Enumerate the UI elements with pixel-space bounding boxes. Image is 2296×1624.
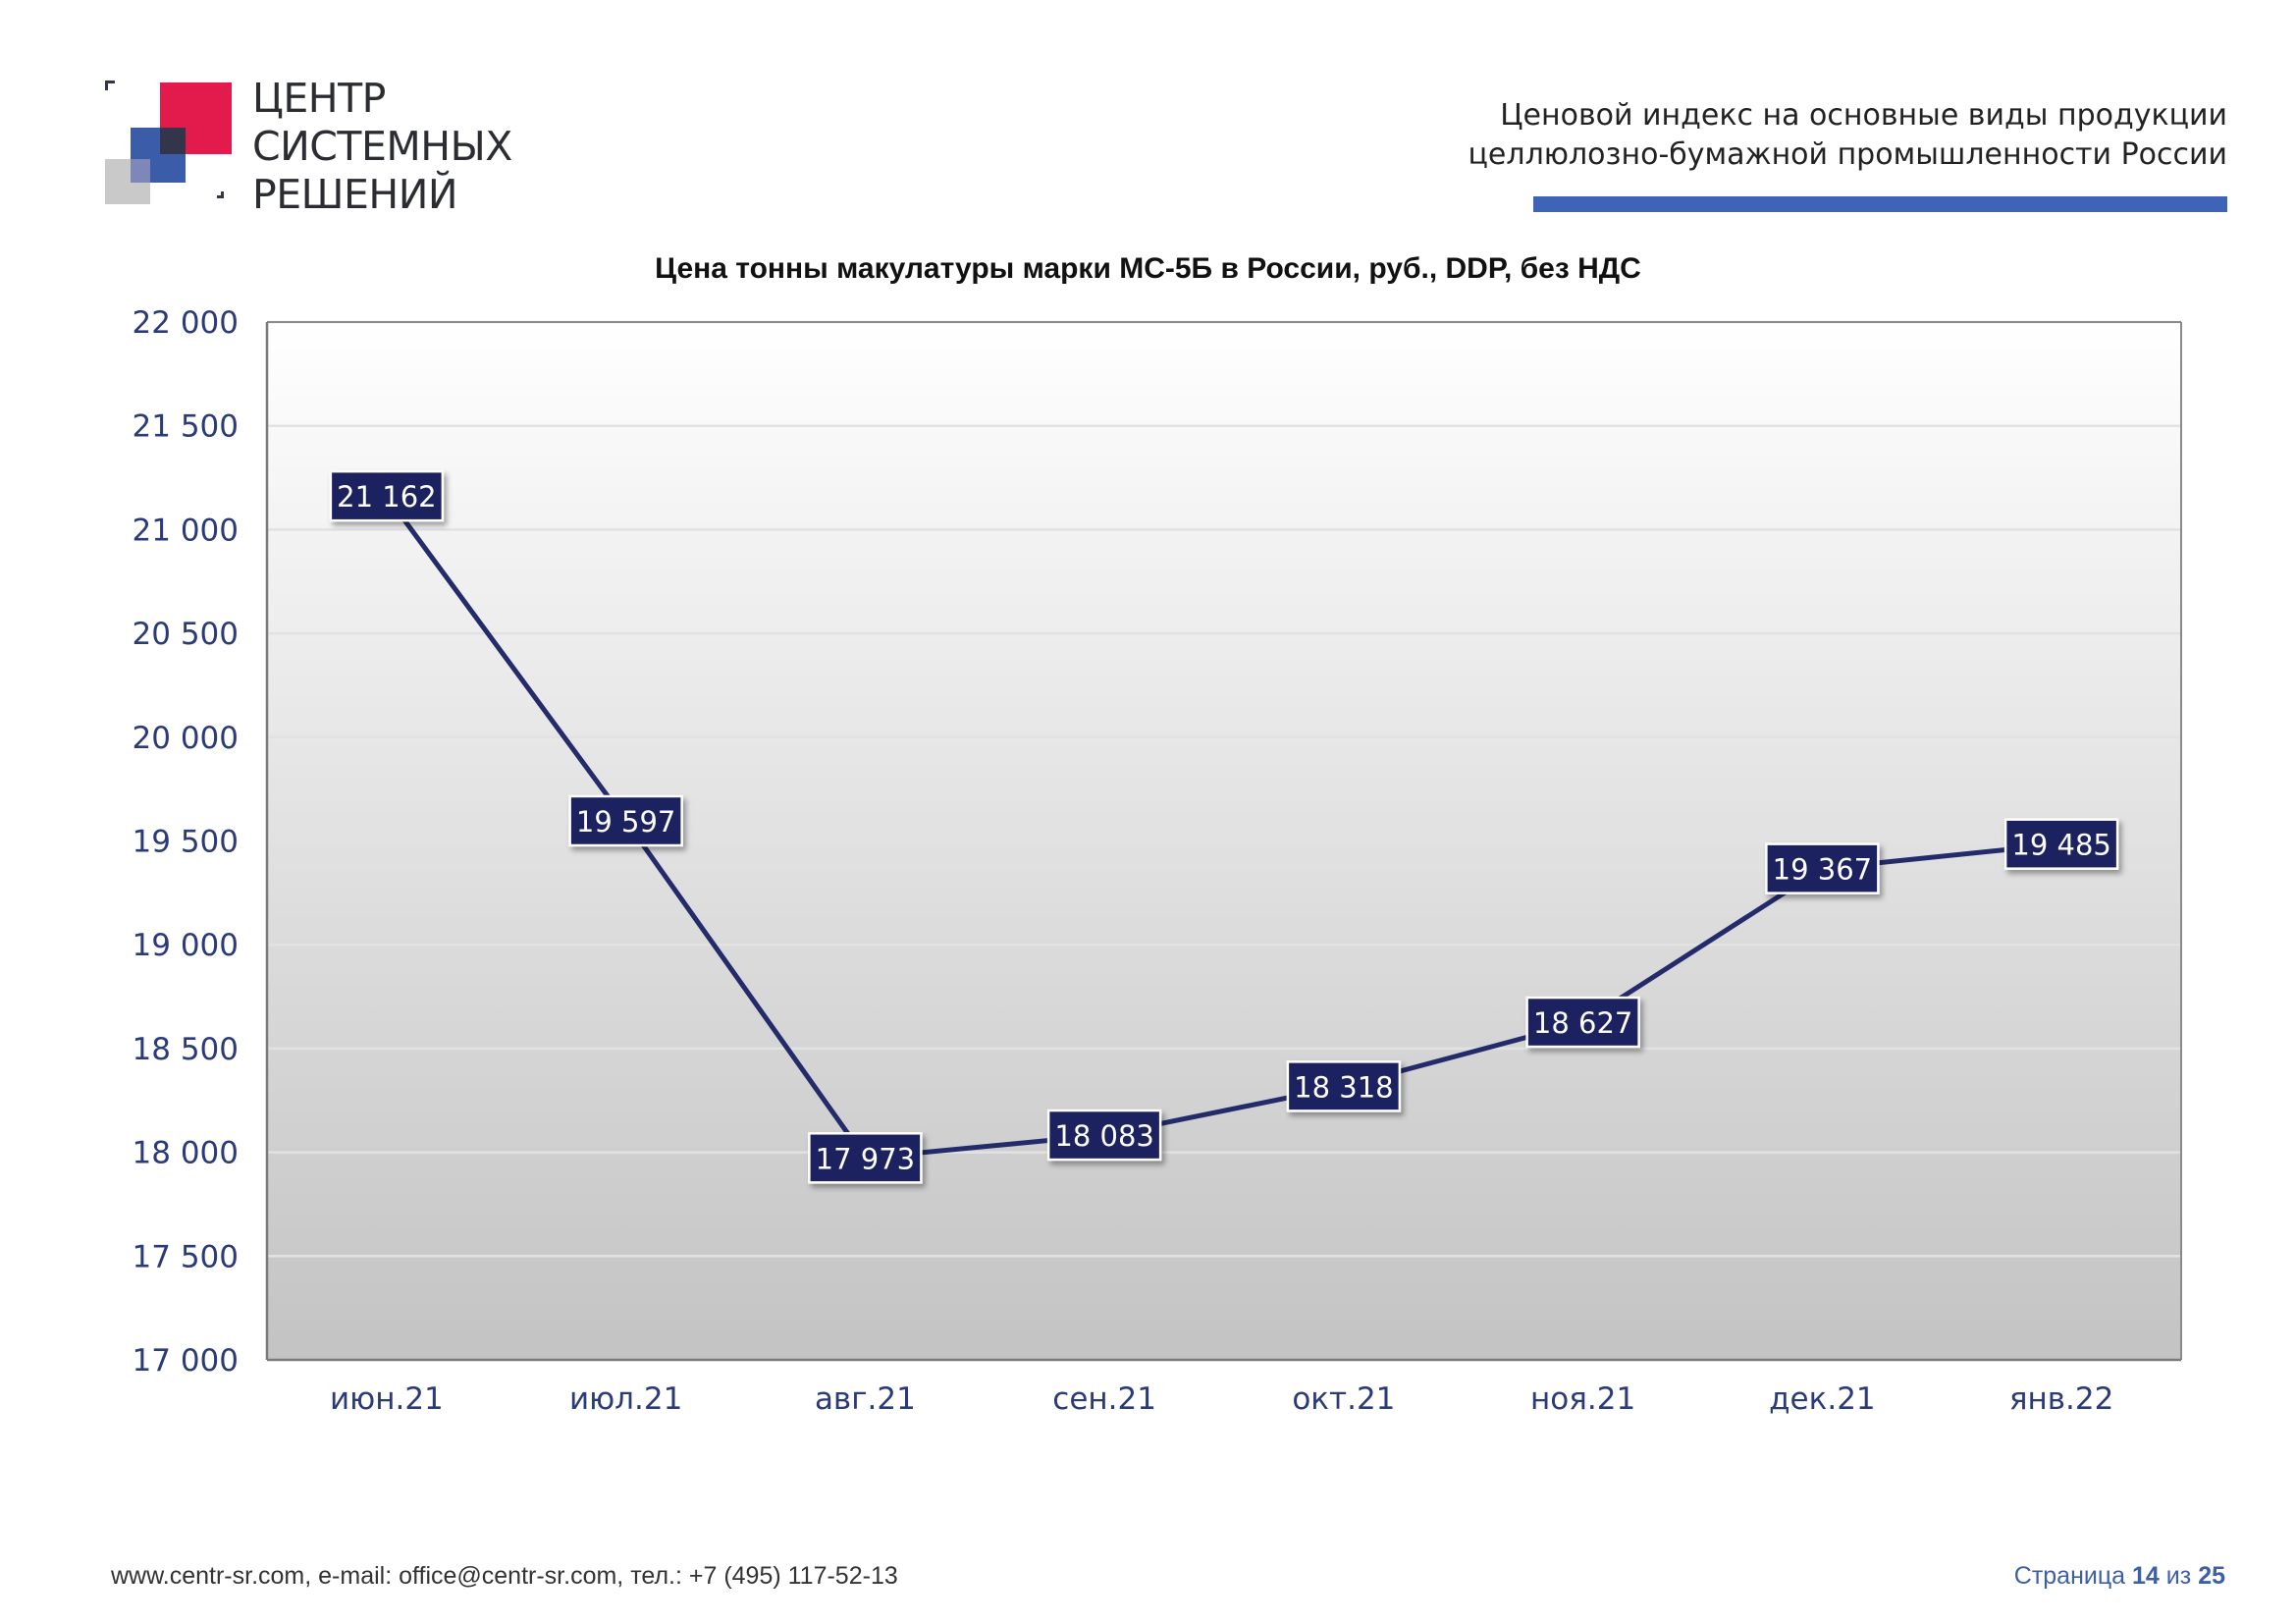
data-label: 19 597 bbox=[568, 794, 683, 847]
y-tick-label: 21 000 bbox=[133, 513, 239, 548]
page-total: 25 bbox=[2198, 1562, 2225, 1590]
x-tick-label: июл.21 bbox=[569, 1381, 682, 1417]
y-tick-label: 17 000 bbox=[133, 1343, 239, 1379]
data-label: 19 485 bbox=[2003, 818, 2119, 870]
x-tick-label: сен.21 bbox=[1052, 1381, 1156, 1417]
data-label-box bbox=[1046, 1109, 1162, 1162]
logo-mark-icon bbox=[105, 81, 232, 204]
page-separator: из bbox=[2165, 1562, 2192, 1590]
chart-title: Цена тонны макулатуры марки МС-5Б в Росс… bbox=[655, 252, 1641, 285]
x-tick-label: ноя.21 bbox=[1530, 1381, 1635, 1417]
page-prefix: Страница bbox=[2013, 1562, 2126, 1590]
data-label-text: 18 627 bbox=[1533, 1006, 1632, 1040]
data-label-box bbox=[568, 794, 683, 847]
data-label-box bbox=[2003, 818, 2119, 870]
data-label: 18 318 bbox=[1286, 1060, 1402, 1112]
data-label-box bbox=[1525, 996, 1640, 1049]
data-label-box bbox=[329, 469, 445, 522]
x-tick-label: авг.21 bbox=[815, 1381, 916, 1417]
axes: 17 000 17 500 18 000 18 500 19 000 19 500 20 0… bbox=[133, 305, 2182, 1417]
data-label: 17 973 bbox=[808, 1132, 923, 1184]
y-tick-label: 20 500 bbox=[133, 617, 239, 652]
document-title-line-1: Ценовой индекс на основные виды продукци… bbox=[1500, 98, 2227, 133]
header-accent-bar bbox=[1533, 196, 2227, 212]
x-tick-label: окт.21 bbox=[1292, 1381, 1395, 1417]
logo-line-1: ЦЕНТР bbox=[252, 75, 386, 122]
y-tick-label: 22 000 bbox=[133, 305, 239, 341]
x-tick-label: янв.22 bbox=[2009, 1381, 2114, 1417]
data-label: 18 627 bbox=[1525, 996, 1640, 1049]
data-label-text: 17 973 bbox=[816, 1142, 915, 1175]
y-tick-label: 18 000 bbox=[133, 1136, 239, 1171]
data-label: 18 083 bbox=[1046, 1109, 1162, 1162]
document-title: Ценовой индекс на основные виды продукци… bbox=[1468, 96, 2227, 175]
page-current: 14 bbox=[2132, 1562, 2160, 1590]
data-label: 21 162 bbox=[329, 469, 445, 522]
y-tick-label: 20 000 bbox=[133, 721, 239, 756]
data-label-text: 19 485 bbox=[2011, 829, 2110, 862]
data-labels: 21 162 19 597 17 973 18 083 18 318 18 627 19 3… bbox=[329, 469, 2119, 1184]
data-label-text: 18 083 bbox=[1054, 1119, 1153, 1153]
data-label-box bbox=[1286, 1060, 1402, 1112]
data-label-box bbox=[1765, 842, 1880, 894]
company-logo: ЦЕНТР СИСТЕМНЫХ РЕШЕНИЙ bbox=[103, 75, 515, 218]
y-tick-label: 21 500 bbox=[133, 409, 239, 445]
data-label-text: 21 162 bbox=[337, 480, 436, 514]
logo-line-2: СИСТЕМНЫХ bbox=[252, 123, 512, 170]
logo-text: ЦЕНТР СИСТЕМНЫХ РЕШЕНИЙ bbox=[252, 75, 512, 219]
y-tick-label: 19 000 bbox=[133, 928, 239, 963]
y-tick-label: 18 500 bbox=[133, 1032, 239, 1067]
data-label-text: 19 597 bbox=[576, 805, 675, 839]
footer-contacts: www.centr-sr.com, e-mail: office@centr-s… bbox=[111, 1562, 898, 1590]
logo-line-3: РЕШЕНИЙ bbox=[252, 171, 458, 218]
data-label: 19 367 bbox=[1765, 842, 1880, 894]
data-label-text: 19 367 bbox=[1773, 853, 1872, 887]
x-tick-label: дек.21 bbox=[1769, 1381, 1876, 1417]
page-indicator: Страница 14 из 25 bbox=[2014, 1562, 2225, 1591]
y-tick-label: 19 500 bbox=[133, 825, 239, 860]
data-label-box bbox=[808, 1132, 923, 1184]
y-tick-label: 17 500 bbox=[133, 1239, 239, 1274]
document-title-line-2: целлюлозно-бумажной промышленности Росси… bbox=[1468, 137, 2227, 172]
data-label-text: 18 318 bbox=[1294, 1070, 1393, 1104]
x-tick-label: июн.21 bbox=[330, 1381, 444, 1417]
